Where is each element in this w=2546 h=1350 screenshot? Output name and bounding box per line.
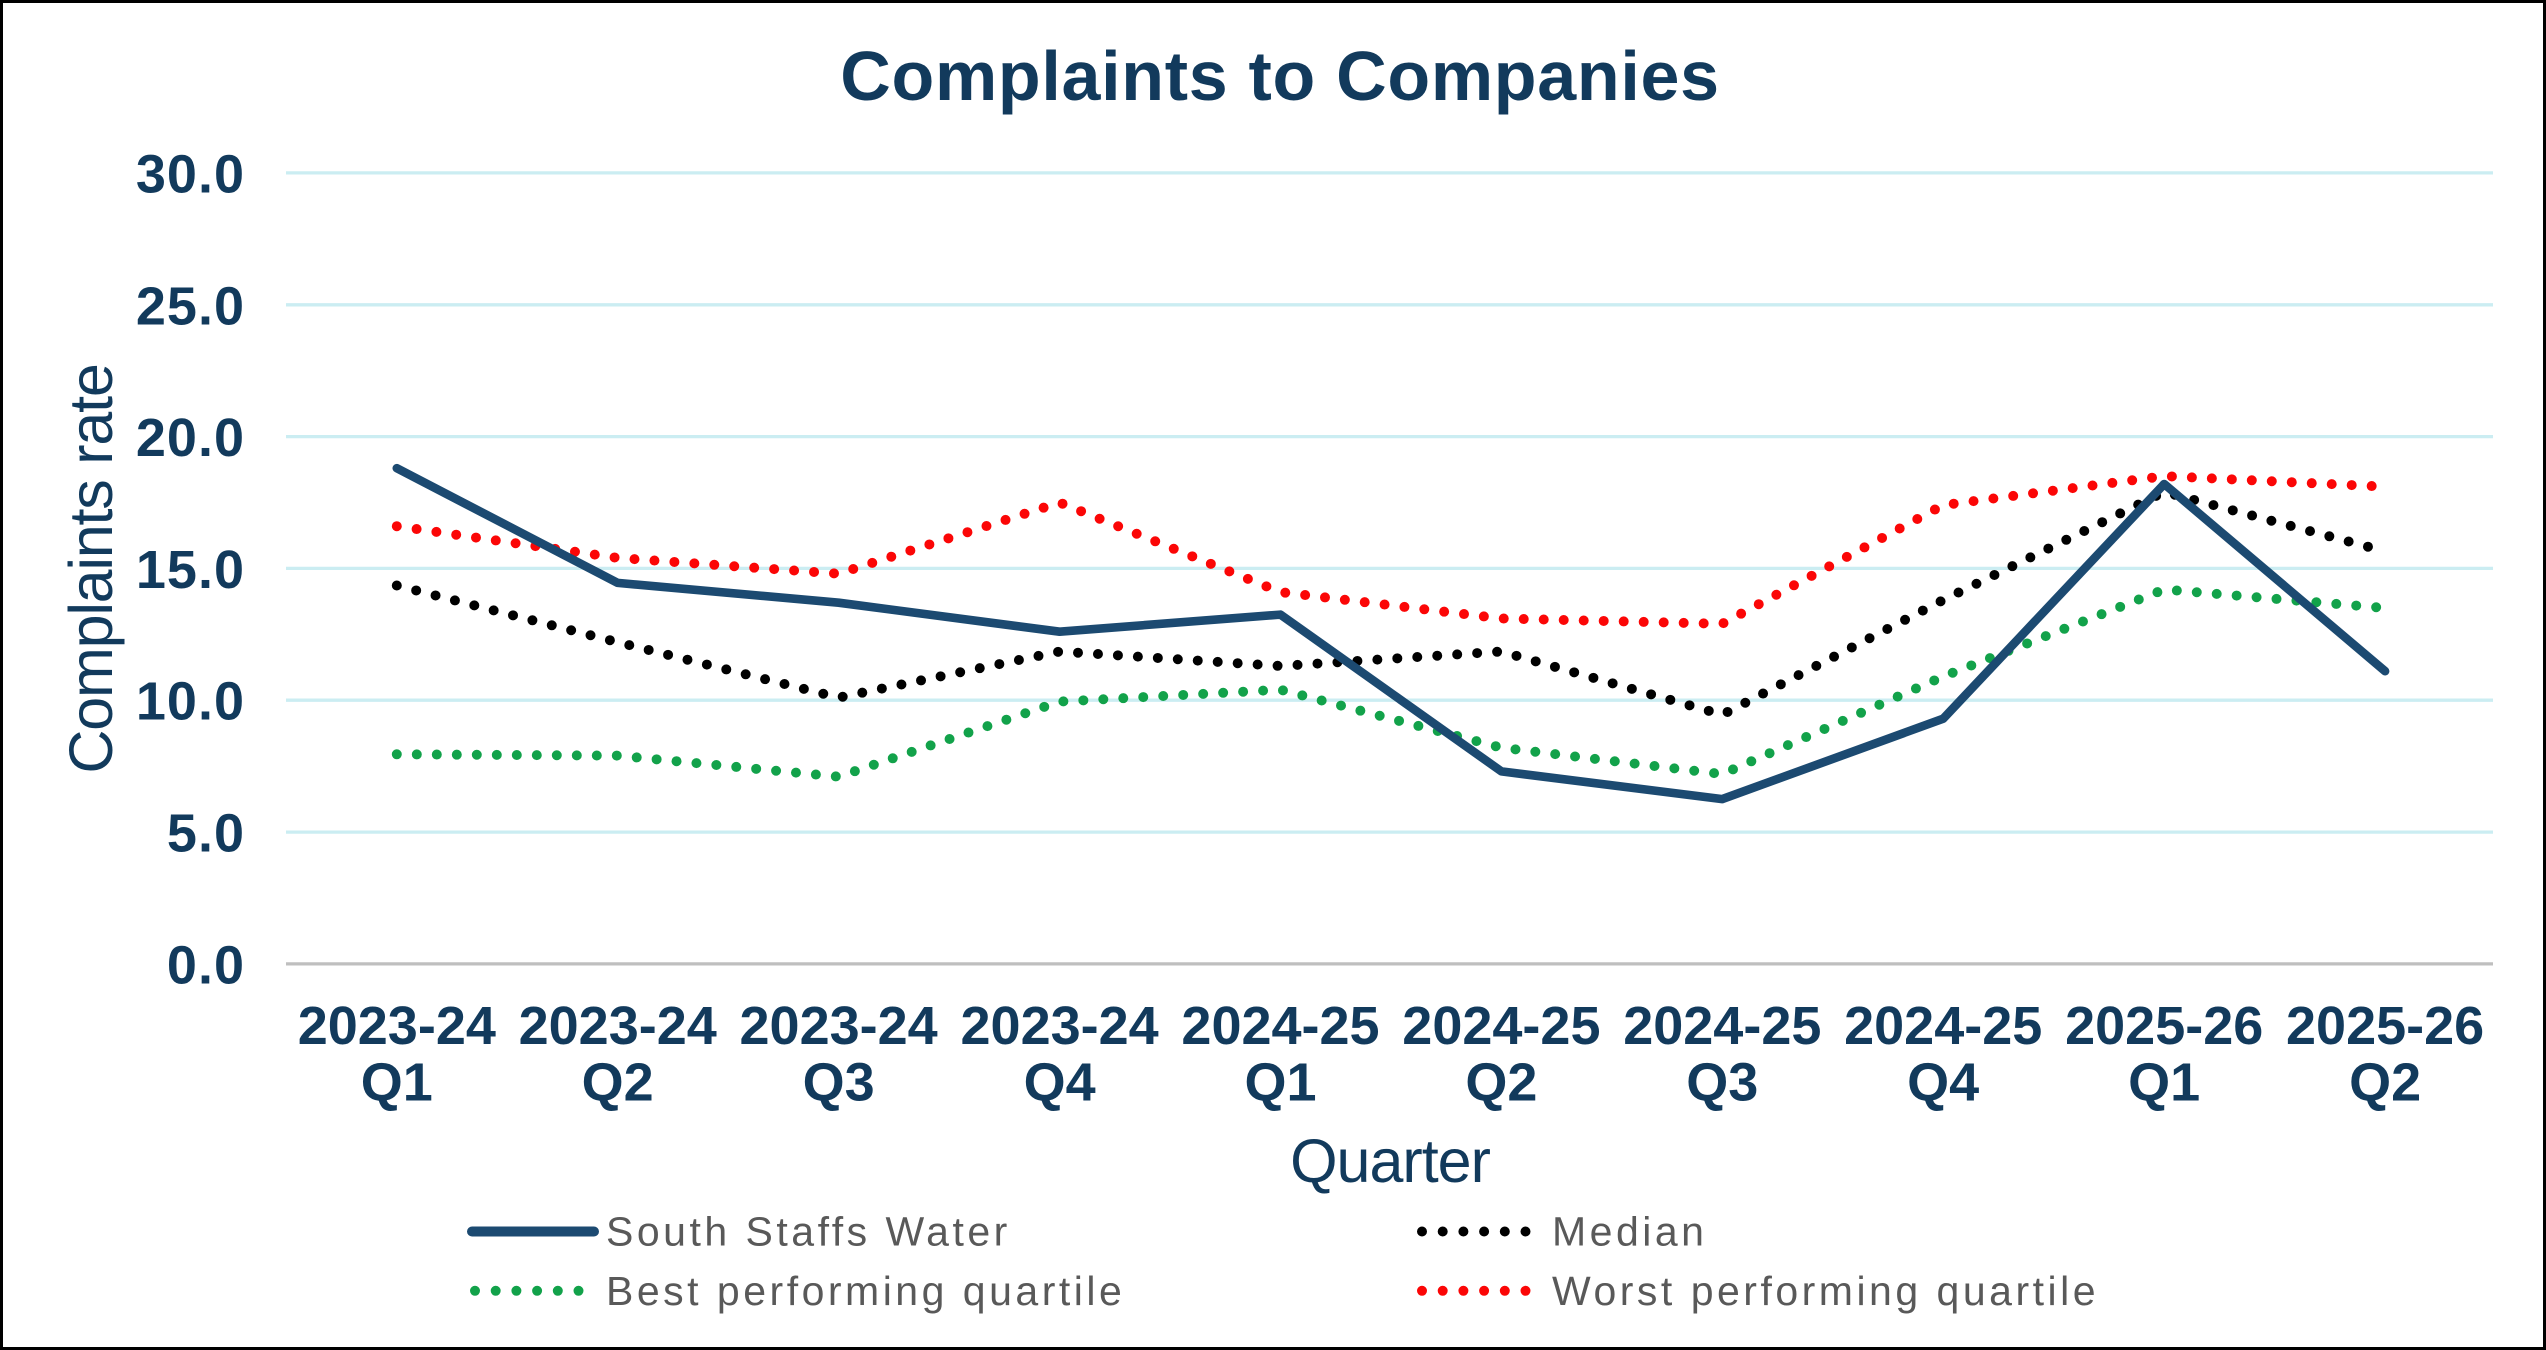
svg-text:Complaints rate: Complaints rate bbox=[57, 364, 125, 773]
svg-text:10.0: 10.0 bbox=[136, 672, 245, 732]
svg-text:Median: Median bbox=[1552, 1209, 1707, 1255]
svg-text:2024-25: 2024-25 bbox=[1181, 996, 1379, 1056]
svg-text:Worst performing quartile: Worst performing quartile bbox=[1552, 1268, 2099, 1314]
svg-text:Complaints to Companies: Complaints to Companies bbox=[840, 37, 1720, 115]
svg-text:2024-25: 2024-25 bbox=[1844, 996, 2042, 1056]
svg-text:South Staffs Water: South Staffs Water bbox=[606, 1209, 1011, 1255]
svg-text:2025-26: 2025-26 bbox=[2065, 996, 2263, 1056]
svg-text:2023-24: 2023-24 bbox=[298, 996, 496, 1056]
svg-text:5.0: 5.0 bbox=[167, 804, 245, 864]
svg-text:2023-24: 2023-24 bbox=[740, 996, 938, 1056]
svg-text:Q3: Q3 bbox=[803, 1053, 875, 1113]
svg-text:2024-25: 2024-25 bbox=[1623, 996, 1821, 1056]
svg-text:Q4: Q4 bbox=[1907, 1053, 1979, 1113]
svg-text:2023-24: 2023-24 bbox=[519, 996, 717, 1056]
svg-text:Q3: Q3 bbox=[1686, 1053, 1758, 1113]
svg-text:Q2: Q2 bbox=[1465, 1053, 1537, 1113]
svg-text:2024-25: 2024-25 bbox=[1402, 996, 1600, 1056]
svg-text:Best performing quartile: Best performing quartile bbox=[606, 1268, 1125, 1314]
svg-text:Quarter: Quarter bbox=[1290, 1127, 1490, 1195]
svg-text:0.0: 0.0 bbox=[167, 935, 245, 995]
svg-text:Q2: Q2 bbox=[2349, 1053, 2421, 1113]
svg-text:Q1: Q1 bbox=[1244, 1053, 1316, 1113]
svg-text:2025-26: 2025-26 bbox=[2286, 996, 2484, 1056]
svg-text:Q2: Q2 bbox=[582, 1053, 654, 1113]
svg-text:2023-24: 2023-24 bbox=[961, 996, 1159, 1056]
svg-text:Q1: Q1 bbox=[2128, 1053, 2200, 1113]
svg-text:Q1: Q1 bbox=[361, 1053, 433, 1113]
svg-text:25.0: 25.0 bbox=[136, 276, 245, 336]
svg-text:15.0: 15.0 bbox=[136, 540, 245, 600]
svg-text:Q4: Q4 bbox=[1024, 1053, 1096, 1113]
svg-text:20.0: 20.0 bbox=[136, 408, 245, 468]
svg-text:30.0: 30.0 bbox=[136, 144, 245, 204]
